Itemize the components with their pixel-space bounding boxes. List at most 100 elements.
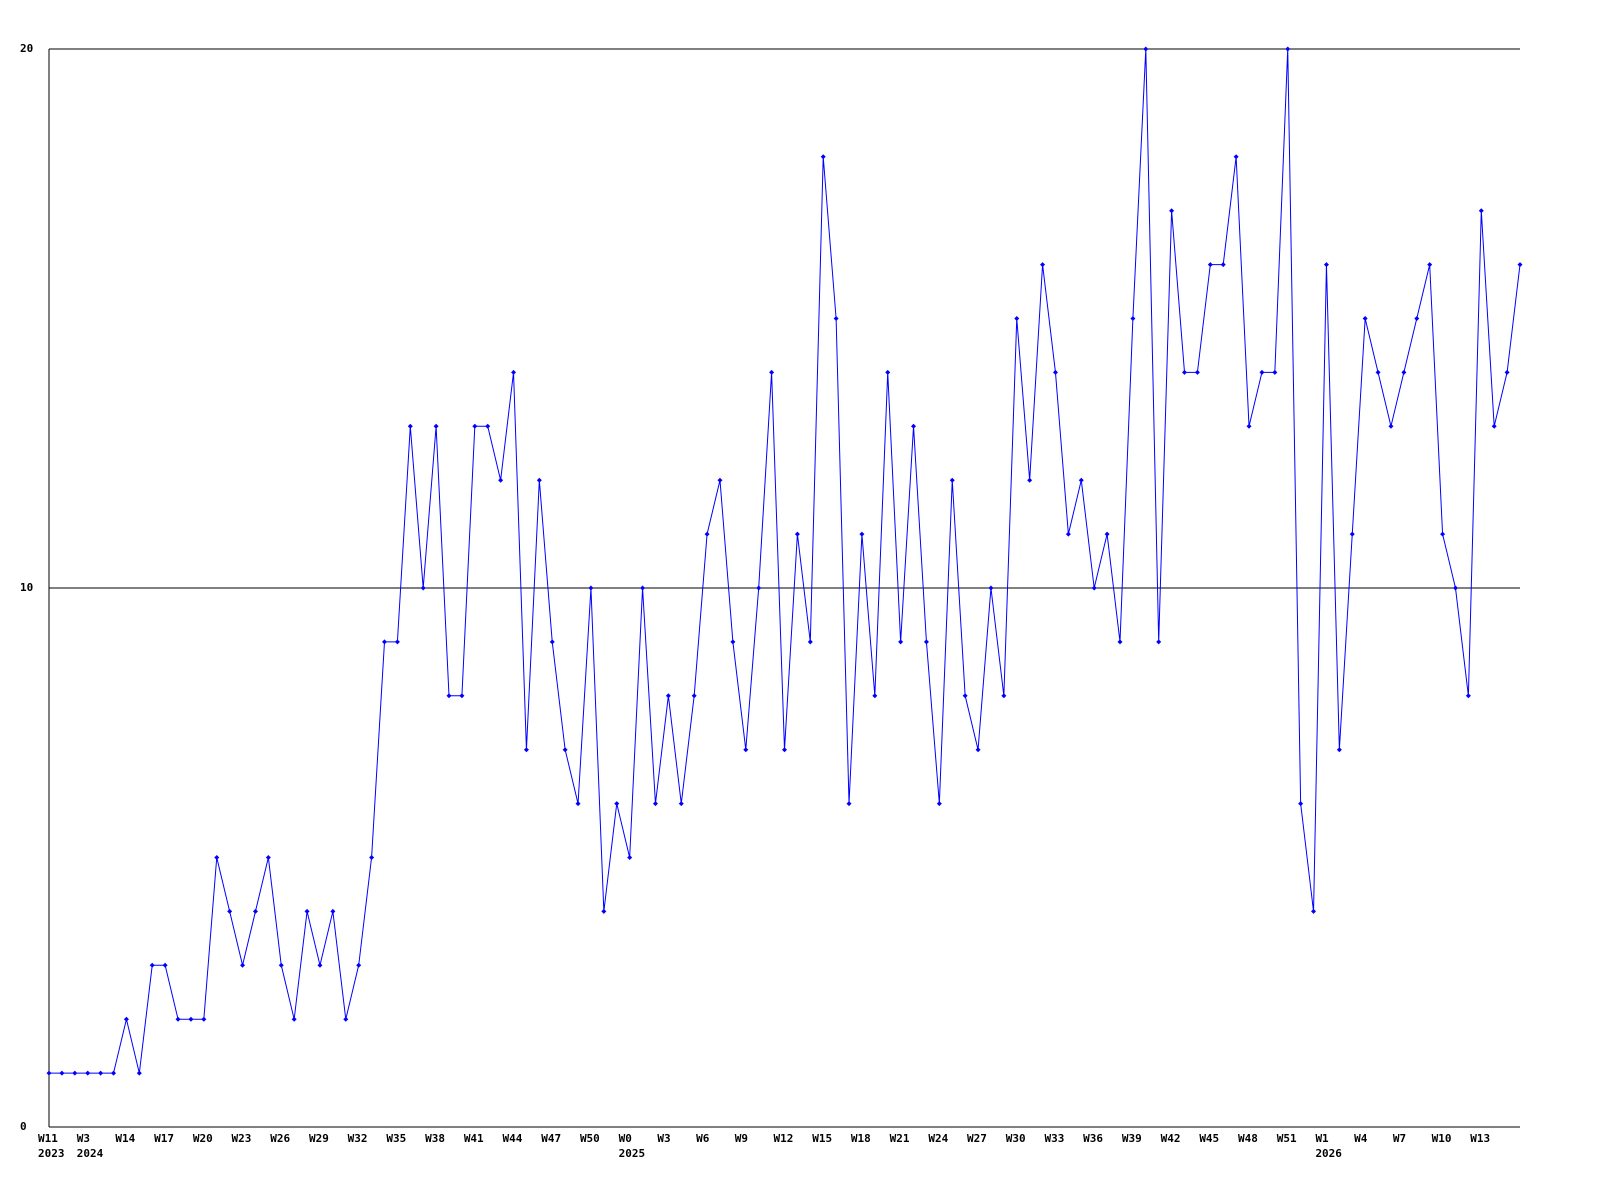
data-point [562,747,568,753]
data-point [911,423,917,429]
x-tick-label: W0 [619,1132,632,1145]
data-point [885,369,891,375]
data-point [188,1016,194,1022]
data-point [356,962,362,968]
data-point [407,423,413,429]
x-tick-label: W15 [812,1132,832,1145]
data-point [640,585,646,591]
data-point [678,801,684,807]
data-point [1052,369,1058,375]
data-point [369,855,375,860]
data-point [1349,531,1355,537]
data-point [1362,316,1368,321]
x-year-label: 2024 [77,1147,104,1160]
data-point [523,747,529,753]
data-point [123,1016,129,1022]
x-tick-label: W3 [657,1132,670,1145]
data-point [252,908,258,914]
data-point [1504,369,1510,375]
data-point [1014,316,1020,321]
data-point [1311,908,1317,914]
data-point [1336,747,1342,753]
x-tick-label: W42 [1161,1132,1181,1145]
data-point [949,477,955,483]
data-point [291,1016,297,1022]
data-point [1491,423,1497,429]
data-point [433,423,439,429]
data-point [1182,369,1188,375]
data-point [820,154,826,160]
data-point [240,962,246,968]
data-point [756,585,762,591]
data-point [575,801,581,807]
data-point [472,423,478,429]
data-point [1065,531,1071,537]
data-point [1478,208,1484,214]
data-point [214,855,220,860]
data-point [59,1070,65,1076]
x-tick-label: W27 [967,1132,987,1145]
data-point [1272,369,1278,375]
x-tick-label: W13 [1470,1132,1490,1145]
data-point [1091,585,1097,591]
data-point [691,693,697,699]
x-tick-label: W9 [735,1132,748,1145]
x-tick-label: W29 [309,1132,329,1145]
data-point [936,801,942,807]
data-point [859,531,865,537]
data-point [1040,262,1046,268]
data-point [1027,477,1033,483]
x-tick-label: W12 [774,1132,794,1145]
data-point [1207,262,1213,268]
x-tick-label: W1 [1315,1132,1329,1145]
data-point [730,639,736,645]
data-point [1375,369,1381,375]
data-point [988,585,994,591]
x-tick-label: W51 [1277,1132,1297,1145]
x-tick-label: W18 [851,1132,871,1145]
data-point [743,747,749,753]
data-point [652,801,658,807]
data-point [962,693,968,699]
data-point [1169,208,1175,214]
data-point [1156,639,1162,645]
data-point [588,585,594,591]
data-point [459,693,465,699]
data-point [46,1070,52,1076]
data-point [1298,801,1304,807]
data-point [278,962,284,968]
data-point [1388,423,1394,429]
x-tick-label: W23 [232,1132,252,1145]
data-point [717,477,723,483]
data-point [704,531,710,537]
data-point [898,639,904,645]
x-tick-label: W3 [77,1132,90,1145]
data-point [1078,477,1084,483]
x-year-label: 2026 [1315,1147,1342,1160]
data-point [549,639,555,645]
data-point [227,908,233,914]
x-tick-label: W20 [193,1132,213,1145]
data-point [1233,154,1239,160]
x-tick-label: W7 [1393,1132,1406,1145]
data-point [304,908,310,914]
data-point [614,801,620,807]
y-tick-label: 0 [20,1120,27,1133]
data-point [601,908,607,914]
data-point [265,855,271,860]
data-point [1452,585,1458,591]
x-tick-label: W11 [38,1132,58,1145]
data-point [1143,46,1149,52]
data-point [381,639,387,645]
data-point [1220,262,1226,268]
x-tick-label: W41 [464,1132,484,1145]
data-point [769,369,775,375]
x-tick-label: W44 [503,1132,523,1145]
data-point [1517,262,1523,268]
data-point [72,1070,78,1076]
x-tick-label: W10 [1432,1132,1452,1145]
data-point [1440,531,1446,537]
x-tick-label: W6 [696,1132,710,1145]
x-tick-label: W32 [348,1132,368,1145]
data-point [111,1070,117,1076]
